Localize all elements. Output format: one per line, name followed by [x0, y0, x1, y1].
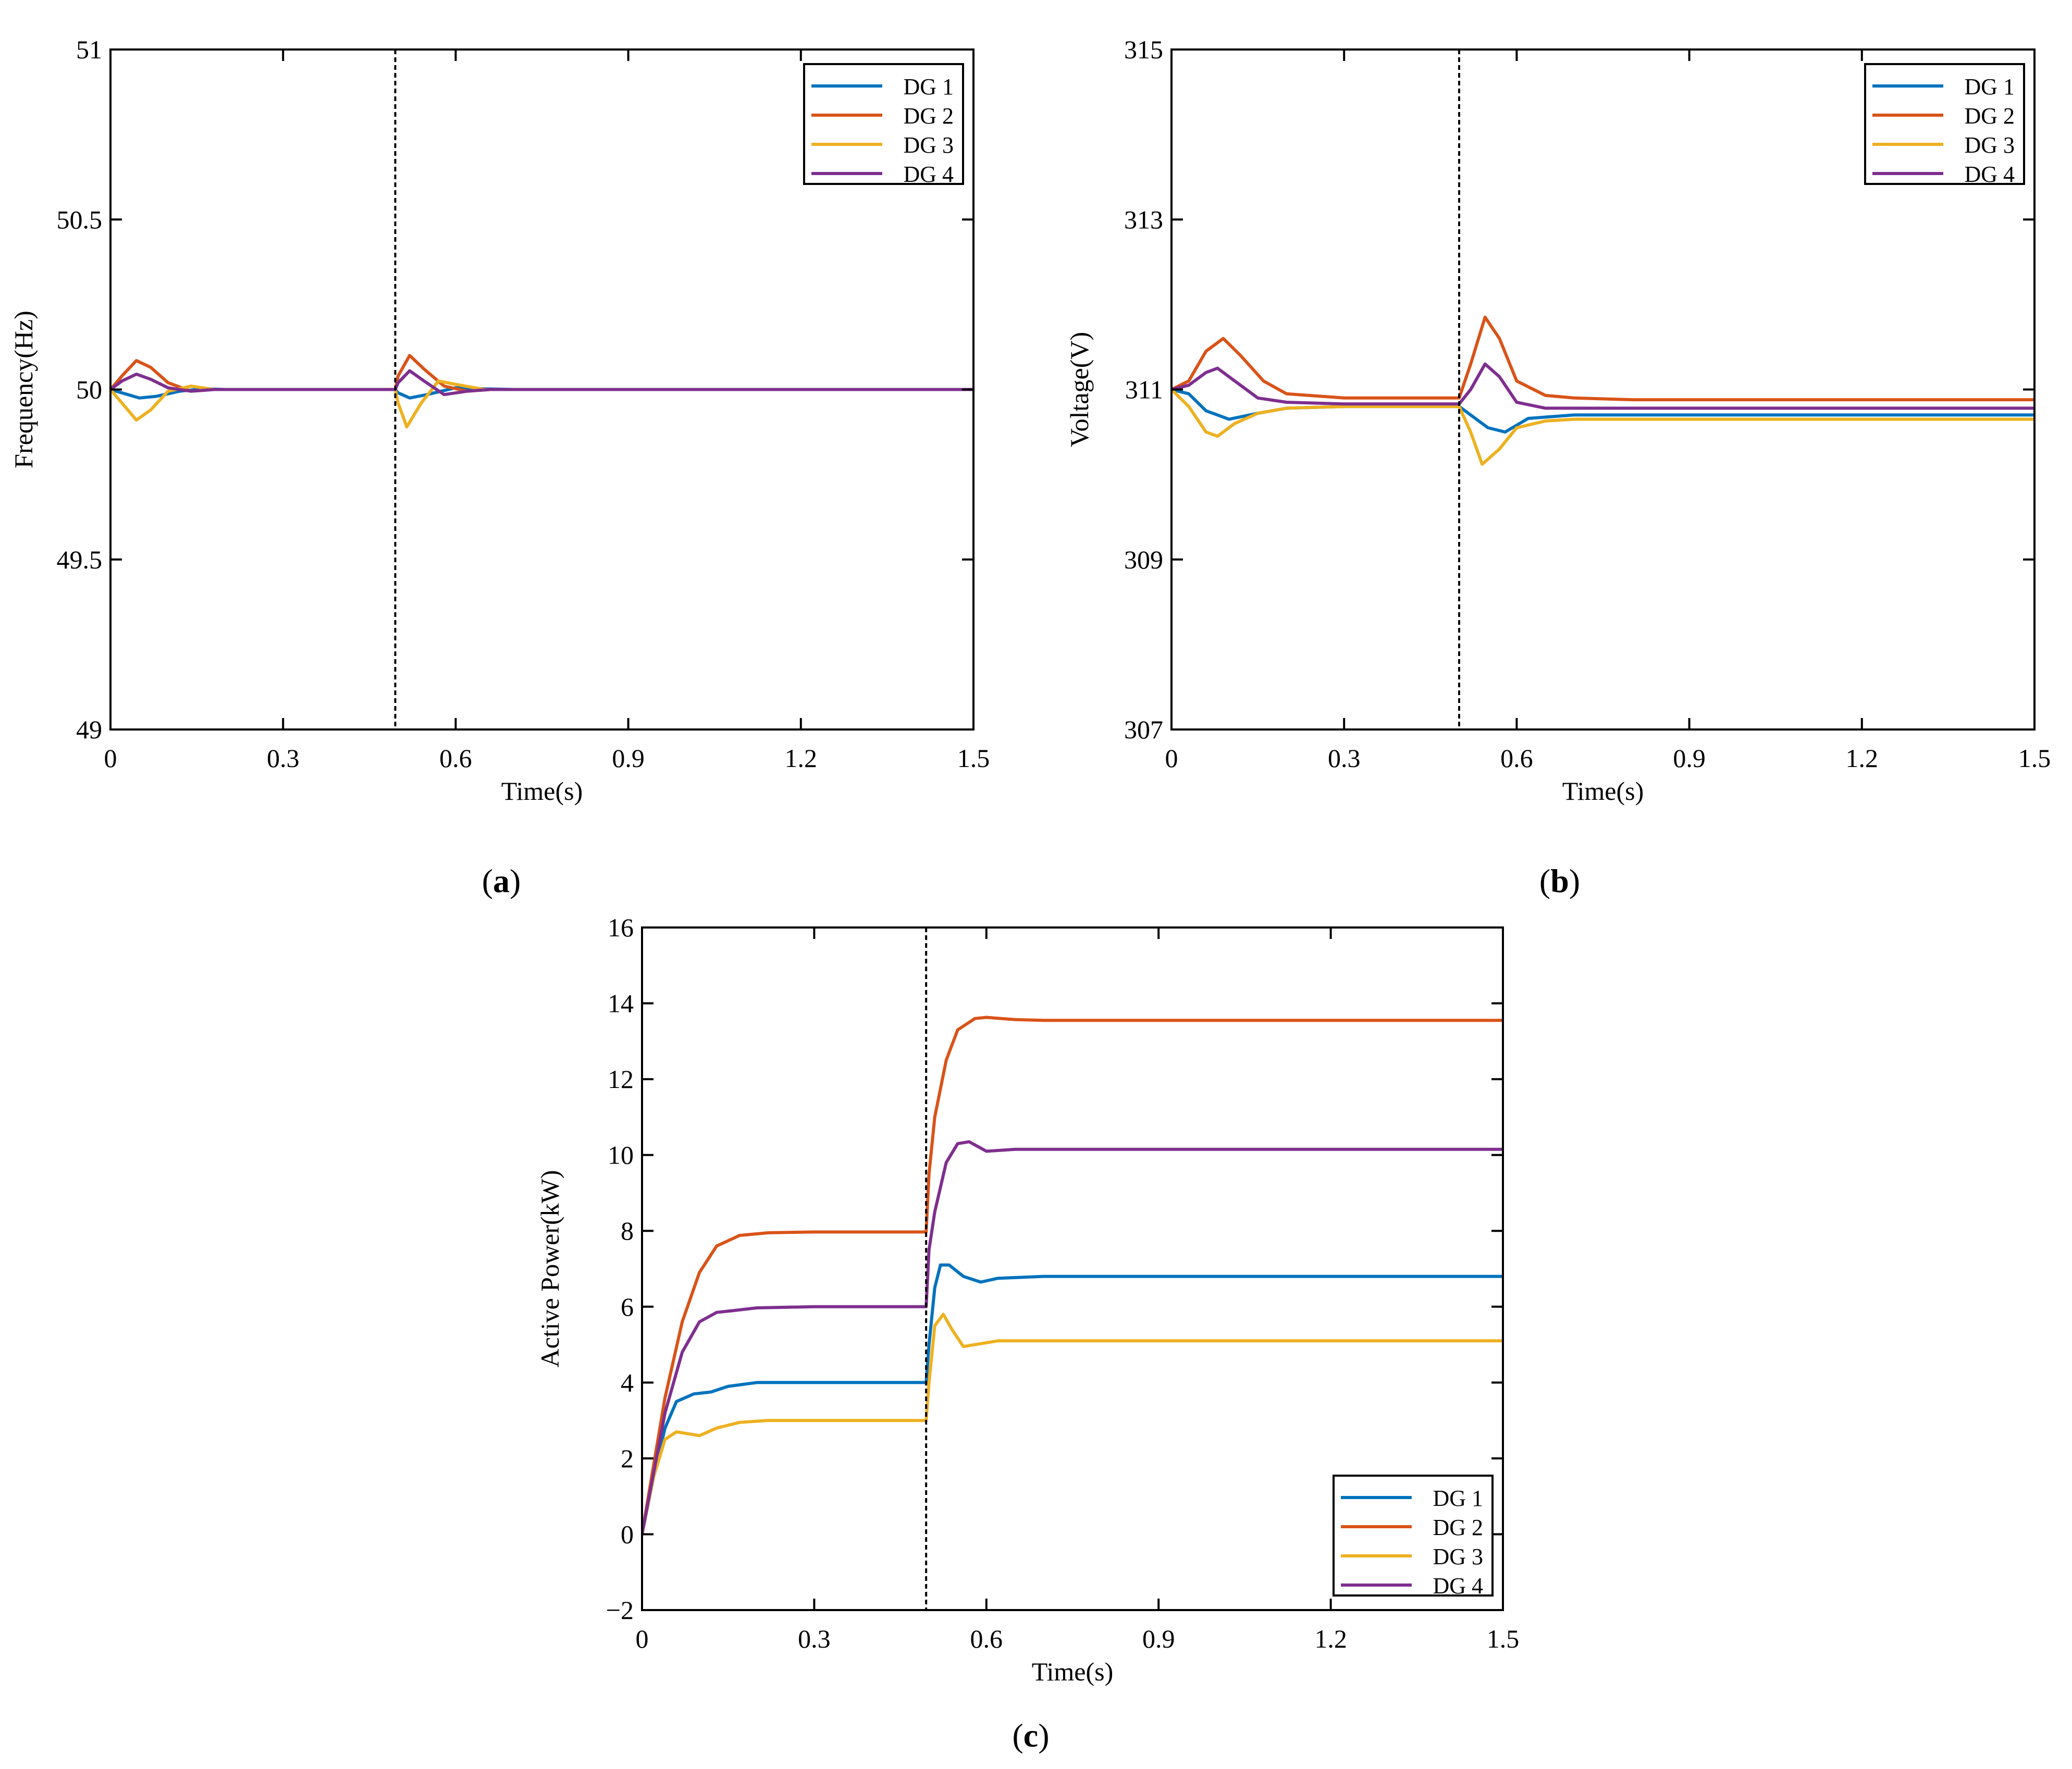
series-line-dg-3: [1171, 388, 2034, 466]
series-line-dg-3: [642, 1313, 1503, 1535]
y-tick-label: 8: [621, 1216, 634, 1245]
x-tick-label: 0: [104, 744, 117, 773]
legend-entry-label: DG 3: [903, 132, 954, 158]
x-tick-label: 1.5: [2018, 744, 2051, 773]
y-axis-label: Frequency(Hz): [9, 311, 38, 468]
y-tick-label: −2: [606, 1595, 634, 1625]
x-tick-label: 0: [636, 1624, 649, 1653]
x-tick-label: 0.3: [798, 1624, 831, 1653]
y-tick-label: 16: [608, 913, 634, 942]
x-tick-label: 0.3: [1328, 744, 1361, 773]
y-tick-label: 0: [621, 1519, 634, 1549]
series-group: [1171, 315, 2034, 466]
x-axis-label: Time(s): [1032, 1657, 1114, 1686]
legend: DG 1 DG 2 DG 3 DG 4: [1864, 63, 2025, 187]
y-tick-label: 10: [608, 1141, 634, 1170]
y-tick-label: 49.5: [57, 545, 103, 574]
y-tick-label: 311: [1125, 375, 1163, 404]
y-tick-label: 6: [621, 1292, 634, 1321]
legend-box: [1333, 1475, 1494, 1597]
legend-entry-label: DG 4: [1433, 1573, 1483, 1599]
axes-box: [641, 926, 1504, 1611]
legend-entry-label: DG 1: [1964, 74, 2015, 100]
x-tick-label: 1.2: [1314, 1624, 1347, 1653]
x-tick-label: 0.6: [1500, 744, 1533, 773]
y-tick-label: 49: [76, 715, 102, 744]
y-tick-label: 51: [76, 35, 102, 64]
x-axis-label: Time(s): [1562, 776, 1644, 806]
y-axis-label: Active Power(kW): [535, 1170, 564, 1367]
legend-box: [1864, 63, 2025, 185]
x-tick-label: 0: [1165, 744, 1178, 773]
y-tick-label: 14: [608, 989, 634, 1018]
y-tick-label: 50: [76, 375, 102, 404]
x-tick-label: 0.9: [1142, 1624, 1175, 1653]
y-tick-label: 4: [621, 1368, 634, 1397]
panel-c-caption: (c): [1012, 1717, 1049, 1754]
legend-entry-label: DG 2: [903, 103, 954, 129]
legend-entry-label: DG 4: [1964, 162, 2015, 187]
legend-entry-label: DG 3: [1964, 132, 2015, 158]
series-line-dg-2: [642, 1016, 1503, 1535]
x-tick-label: 0.6: [439, 744, 472, 773]
y-tick-label: 309: [1124, 545, 1163, 574]
y-tick-label: 12: [608, 1065, 634, 1094]
legend-box: [803, 63, 964, 185]
legend-entry-label: DG 1: [903, 74, 954, 100]
x-tick-label: 1.5: [1487, 1624, 1520, 1653]
x-tick-label: 1.2: [785, 744, 818, 773]
x-tick-label: 0.9: [1673, 744, 1706, 773]
x-tick-label: 1.5: [957, 744, 990, 773]
panel-b-caption: (b): [1539, 862, 1580, 899]
panel-c-active-power-chart: 0 0.3 0.6 0.9 1.2 1.5−20246810121416Time(s)Ac…: [535, 913, 1519, 1686]
y-tick-label: 50.5: [57, 205, 103, 234]
panel-a-frequency-chart: 0 0.3 0.6 0.9 1.2 1.5 49 49.5 50 50.5 51 Time(s) Fre…: [9, 35, 990, 806]
y-axis-label: Voltage(V): [1065, 332, 1094, 447]
y-tick-label: 2: [621, 1444, 634, 1473]
y-tick-label: 307: [1124, 715, 1163, 744]
legend-entry-label: DG 4: [903, 162, 954, 187]
y-tick-label: 313: [1124, 205, 1163, 234]
x-tick-label: 0.6: [970, 1624, 1003, 1653]
x-tick-label: 1.2: [1846, 744, 1879, 773]
panel-a-caption: (a): [482, 862, 521, 899]
x-tick-label: 0.3: [267, 744, 300, 773]
legend: DG 1 DG 2 DG 3 DG 4: [803, 63, 964, 187]
legend: DG 1 DG 2 DG 3 DG 4: [1333, 1475, 1494, 1599]
panel-b-voltage-chart: 0 0.3 0.6 0.9 1.2 1.5 307 309 311 313 315 Time(s) Vo…: [1065, 35, 2051, 806]
x-tick-label: 0.9: [612, 744, 645, 773]
x-axis-label: Time(s): [501, 776, 583, 806]
legend-entry-label: DG 1: [1433, 1486, 1483, 1511]
y-tick-label: 315: [1124, 35, 1163, 64]
legend-entry-label: DG 3: [1433, 1544, 1483, 1569]
legend-entry-label: DG 2: [1964, 103, 2015, 129]
legend-entry-label: DG 2: [1433, 1515, 1483, 1540]
